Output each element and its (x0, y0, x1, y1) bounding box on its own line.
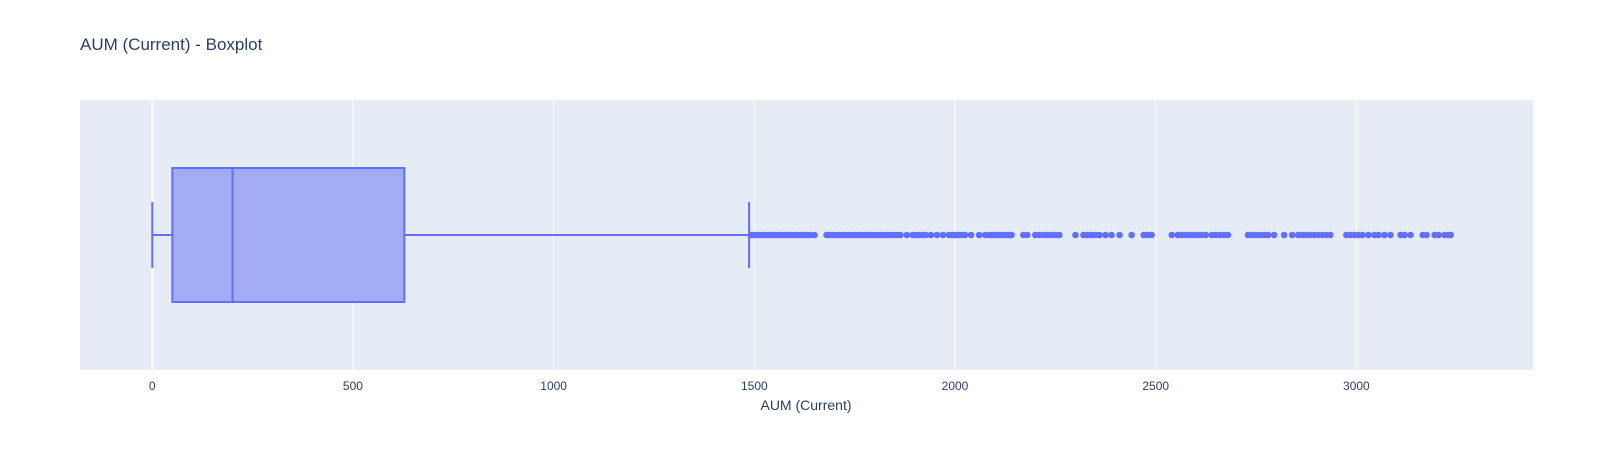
outlier-point[interactable] (967, 231, 975, 239)
outlier-point[interactable] (1168, 231, 1176, 239)
outlier-point[interactable] (939, 231, 947, 239)
outlier-point[interactable] (1280, 231, 1288, 239)
x-tick-label: 500 (343, 379, 363, 393)
chart-title: AUM (Current) - Boxplot (80, 35, 263, 54)
outlier-point[interactable] (933, 231, 941, 239)
outlier-point[interactable] (1365, 231, 1372, 239)
outlier-point[interactable] (1148, 231, 1155, 239)
outlier-point[interactable] (1102, 231, 1109, 239)
outlier-point[interactable] (1116, 231, 1123, 239)
x-tick-label: 3000 (1343, 379, 1370, 393)
outlier-point[interactable] (1423, 231, 1430, 239)
iqr-box[interactable] (171, 167, 406, 303)
outlier-point[interactable] (1375, 231, 1382, 239)
x-tick-label: 2000 (942, 379, 969, 393)
outlier-points[interactable] (747, 231, 1455, 239)
outlier-point[interactable] (927, 231, 935, 239)
box-trace[interactable] (151, 167, 751, 303)
outlier-point[interactable] (1270, 231, 1278, 239)
outlier-point[interactable] (1008, 231, 1015, 239)
x-tick-label: 1500 (741, 379, 768, 393)
x-tick-label: 2500 (1142, 379, 1169, 393)
outlier-point[interactable] (811, 231, 818, 239)
outlier-point[interactable] (1387, 231, 1394, 239)
outlier-point[interactable] (1202, 231, 1210, 239)
outlier-point[interactable] (1381, 231, 1388, 239)
outlier-point[interactable] (1407, 231, 1414, 239)
outlier-point[interactable] (1264, 231, 1272, 239)
x-axis-ticks: 0 500 1000 1500 2000 2500 3000 (149, 379, 1370, 393)
outlier-point[interactable] (1128, 231, 1135, 239)
outlier-point[interactable] (903, 231, 911, 239)
outlier-point[interactable] (1435, 231, 1442, 239)
outlier-point[interactable] (1023, 231, 1031, 239)
outlier-point[interactable] (961, 231, 969, 239)
x-axis-title: AUM (Current) (760, 397, 851, 413)
outlier-point[interactable] (1401, 231, 1408, 239)
outlier-point[interactable] (922, 231, 930, 239)
outlier-point[interactable] (1056, 231, 1063, 239)
outlier-point[interactable] (1359, 231, 1366, 239)
x-tick-label: 1000 (540, 379, 567, 393)
outlier-point[interactable] (975, 231, 983, 239)
outlier-point[interactable] (1072, 231, 1079, 239)
outlier-point[interactable] (1096, 231, 1103, 239)
outlier-point[interactable] (1327, 231, 1334, 239)
x-tick-label: 0 (149, 379, 156, 393)
outlier-point[interactable] (1288, 231, 1296, 239)
outlier-point[interactable] (897, 231, 904, 239)
outlier-point[interactable] (1224, 231, 1232, 239)
outlier-point[interactable] (1447, 231, 1455, 239)
outlier-point[interactable] (1108, 231, 1115, 239)
